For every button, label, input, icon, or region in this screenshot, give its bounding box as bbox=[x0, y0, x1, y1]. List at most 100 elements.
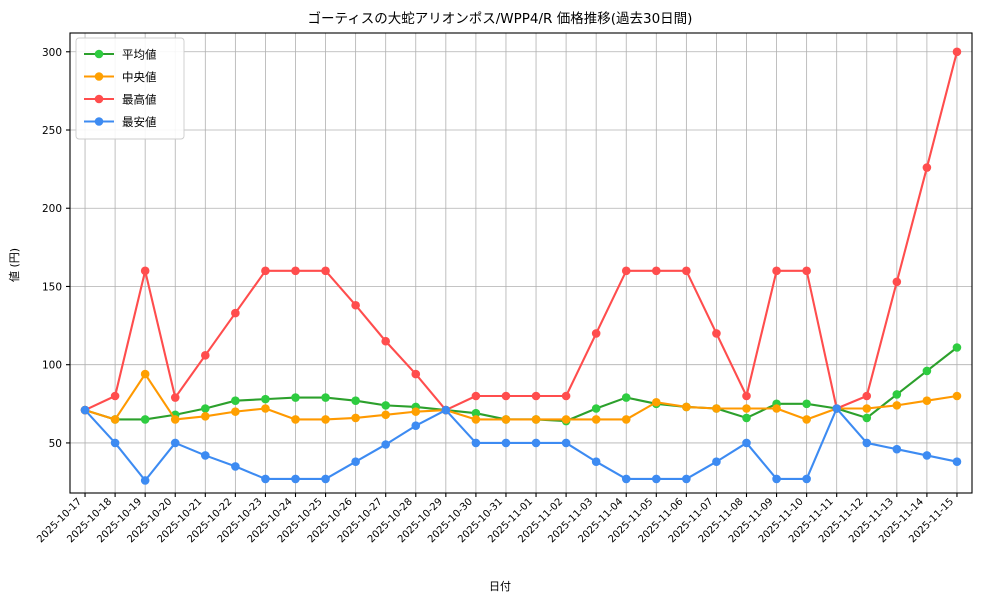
data-point[interactable] bbox=[381, 410, 391, 420]
data-point[interactable] bbox=[772, 474, 781, 484]
data-point[interactable] bbox=[922, 396, 932, 405]
data-point[interactable] bbox=[471, 438, 481, 448]
data-point[interactable] bbox=[892, 277, 902, 287]
data-point[interactable] bbox=[441, 405, 451, 415]
data-point[interactable] bbox=[80, 405, 90, 415]
data-point[interactable] bbox=[802, 474, 811, 484]
data-point[interactable] bbox=[952, 343, 962, 352]
data-point[interactable] bbox=[561, 438, 571, 448]
data-point[interactable] bbox=[772, 266, 781, 276]
data-point[interactable] bbox=[621, 415, 631, 424]
data-point[interactable] bbox=[682, 402, 691, 412]
data-point[interactable] bbox=[231, 407, 240, 416]
data-point[interactable] bbox=[140, 369, 150, 379]
data-point[interactable] bbox=[621, 393, 631, 402]
data-point[interactable] bbox=[261, 394, 270, 404]
data-point[interactable] bbox=[862, 438, 872, 448]
data-point[interactable] bbox=[742, 404, 751, 413]
data-point[interactable] bbox=[140, 476, 150, 485]
data-point[interactable] bbox=[201, 451, 210, 460]
data-point[interactable] bbox=[591, 329, 601, 338]
data-point[interactable] bbox=[231, 462, 240, 471]
data-point[interactable] bbox=[291, 415, 300, 424]
data-point[interactable] bbox=[712, 329, 721, 338]
data-point[interactable] bbox=[411, 407, 421, 416]
data-point[interactable] bbox=[321, 266, 330, 276]
data-point[interactable] bbox=[501, 438, 511, 448]
data-point[interactable] bbox=[862, 404, 872, 413]
data-point[interactable] bbox=[952, 47, 962, 57]
data-point[interactable] bbox=[712, 457, 721, 467]
data-point[interactable] bbox=[922, 451, 932, 460]
data-point[interactable] bbox=[381, 401, 391, 410]
data-point[interactable] bbox=[140, 415, 150, 424]
data-point[interactable] bbox=[591, 415, 601, 424]
data-point[interactable] bbox=[201, 351, 210, 360]
data-point[interactable] bbox=[892, 390, 902, 399]
data-point[interactable] bbox=[110, 415, 120, 424]
data-point[interactable] bbox=[742, 413, 751, 423]
data-point[interactable] bbox=[351, 300, 360, 310]
data-point[interactable] bbox=[862, 391, 872, 401]
data-point[interactable] bbox=[682, 266, 691, 276]
legend-item-2[interactable]: 最高値 bbox=[84, 93, 157, 107]
data-point[interactable] bbox=[170, 438, 180, 448]
data-point[interactable] bbox=[952, 391, 962, 401]
data-point[interactable] bbox=[231, 396, 240, 405]
data-point[interactable] bbox=[110, 391, 120, 401]
data-point[interactable] bbox=[201, 404, 210, 413]
data-point[interactable] bbox=[621, 474, 631, 484]
data-point[interactable] bbox=[471, 408, 481, 418]
data-point[interactable] bbox=[321, 415, 330, 424]
data-point[interactable] bbox=[351, 396, 360, 405]
data-point[interactable] bbox=[501, 415, 511, 424]
data-point[interactable] bbox=[892, 444, 902, 454]
data-point[interactable] bbox=[892, 401, 902, 410]
data-point[interactable] bbox=[712, 404, 721, 413]
legend-item-3[interactable]: 最安値 bbox=[84, 115, 157, 129]
data-point[interactable] bbox=[381, 336, 391, 346]
data-point[interactable] bbox=[291, 393, 300, 402]
data-point[interactable] bbox=[321, 474, 330, 484]
data-point[interactable] bbox=[802, 399, 811, 409]
data-point[interactable] bbox=[652, 397, 661, 407]
data-point[interactable] bbox=[652, 266, 661, 276]
data-point[interactable] bbox=[381, 440, 391, 449]
data-point[interactable] bbox=[471, 391, 481, 401]
data-point[interactable] bbox=[471, 415, 481, 424]
data-point[interactable] bbox=[832, 404, 841, 413]
data-point[interactable] bbox=[261, 474, 270, 484]
data-point[interactable] bbox=[802, 266, 811, 276]
data-point[interactable] bbox=[561, 391, 571, 401]
data-point[interactable] bbox=[170, 415, 180, 424]
data-point[interactable] bbox=[531, 391, 541, 401]
data-point[interactable] bbox=[411, 369, 421, 379]
data-point[interactable] bbox=[351, 413, 360, 423]
data-point[interactable] bbox=[591, 457, 601, 467]
data-point[interactable] bbox=[591, 404, 601, 413]
data-point[interactable] bbox=[411, 421, 421, 431]
data-point[interactable] bbox=[772, 404, 781, 413]
data-point[interactable] bbox=[682, 474, 691, 484]
data-point[interactable] bbox=[621, 266, 631, 276]
data-point[interactable] bbox=[291, 474, 300, 484]
data-point[interactable] bbox=[351, 457, 360, 467]
data-point[interactable] bbox=[231, 308, 240, 318]
data-point[interactable] bbox=[922, 163, 932, 172]
data-point[interactable] bbox=[952, 457, 962, 467]
data-point[interactable] bbox=[922, 366, 932, 376]
data-point[interactable] bbox=[531, 415, 541, 424]
data-point[interactable] bbox=[561, 415, 571, 424]
data-point[interactable] bbox=[802, 415, 811, 424]
legend-item-0[interactable]: 平均値 bbox=[84, 48, 157, 62]
data-point[interactable] bbox=[652, 474, 661, 484]
data-point[interactable] bbox=[742, 391, 751, 401]
data-point[interactable] bbox=[140, 266, 150, 276]
data-point[interactable] bbox=[261, 404, 270, 413]
data-point[interactable] bbox=[321, 393, 330, 402]
data-point[interactable] bbox=[201, 412, 210, 421]
data-point[interactable] bbox=[291, 266, 300, 276]
data-point[interactable] bbox=[110, 438, 120, 448]
data-point[interactable] bbox=[261, 266, 270, 276]
